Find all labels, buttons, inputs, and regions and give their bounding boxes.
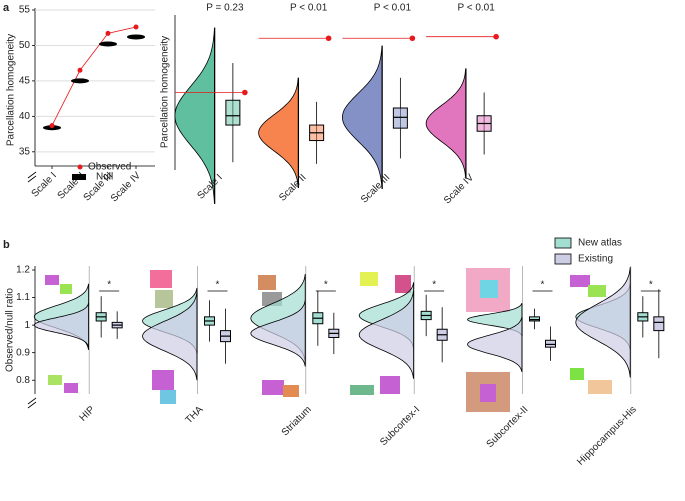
density <box>258 77 299 188</box>
observed-point <box>77 67 83 73</box>
y-axis-label: Parcellation homogeneity <box>6 34 17 146</box>
p-value: P < 0.01 <box>457 3 495 14</box>
y-tick-label: 40 <box>19 111 31 122</box>
significance-mark: * <box>107 280 111 291</box>
significance-mark: * <box>216 280 220 291</box>
density <box>33 302 89 348</box>
legend-label: Observed <box>88 162 131 173</box>
y-tick-label: 1 <box>24 320 30 331</box>
x-tick-label: Hippocampus-His <box>575 404 639 468</box>
y-axis-label: Parcellation homogeneity <box>160 36 171 148</box>
legend-swatch <box>72 174 86 180</box>
y-tick-label: 1.2 <box>16 265 30 276</box>
observed-point <box>409 35 416 42</box>
legend-label: New atlas <box>578 238 622 249</box>
y-tick-label: 45 <box>19 76 31 87</box>
x-tick-label: HIP <box>78 404 98 424</box>
density <box>358 290 414 379</box>
density <box>174 27 215 204</box>
density <box>250 300 306 367</box>
box <box>653 316 665 332</box>
p-value: P < 0.01 <box>374 3 412 14</box>
x-tick-label: Scale II <box>277 172 308 203</box>
density <box>341 45 383 189</box>
axis-break <box>27 171 37 409</box>
x-tick-label: Scale IV <box>109 170 143 204</box>
panel-label: b <box>3 239 10 251</box>
x-tick-label: Scale I <box>30 170 59 199</box>
observed-point <box>325 35 332 42</box>
density <box>425 68 467 179</box>
observed-point <box>133 24 139 30</box>
density <box>467 316 523 373</box>
null-mark <box>71 78 89 84</box>
y-tick-label: 1.1 <box>16 292 30 303</box>
panel-label: a <box>3 2 10 14</box>
y-tick-label: 0.9 <box>16 347 30 358</box>
p-value: P < 0.01 <box>290 3 328 14</box>
box <box>392 107 408 129</box>
observed-point <box>493 33 499 40</box>
brain-images <box>45 268 612 412</box>
legend-swatch <box>77 164 83 170</box>
y-tick-label: 0.8 <box>16 375 30 386</box>
x-tick-label: Scale IV <box>442 172 476 206</box>
observed-point <box>105 30 111 36</box>
y-tick-label: 50 <box>19 40 31 51</box>
density <box>142 291 198 381</box>
box <box>225 99 241 126</box>
null-mark <box>127 34 145 40</box>
observed-point <box>242 89 248 96</box>
null-mark <box>99 41 117 47</box>
legend-swatch <box>554 253 572 265</box>
observed-point <box>49 123 55 129</box>
legend-label: Null <box>96 172 113 183</box>
legend-label: Existing <box>578 254 613 265</box>
p-value: P = 0.23 <box>206 3 244 14</box>
observed-line <box>51 26 137 126</box>
x-tick-label: Scale III <box>359 172 392 205</box>
x-tick-label: THA <box>184 404 206 426</box>
significance-mark: * <box>324 280 328 291</box>
box <box>529 316 540 322</box>
axis <box>34 8 155 167</box>
x-tick-label: Subcortex-I <box>378 404 422 448</box>
y-axis-label: Observed/null ratio <box>5 288 16 372</box>
significance-mark: * <box>541 280 545 291</box>
x-tick-label: Striatum <box>280 404 314 438</box>
significance-mark: * <box>432 280 436 291</box>
legend-swatch <box>554 237 572 249</box>
significance-mark: * <box>649 280 653 291</box>
box <box>545 339 556 348</box>
y-tick-label: 55 <box>19 5 31 16</box>
density <box>575 267 631 378</box>
y-tick-label: 35 <box>19 146 31 157</box>
